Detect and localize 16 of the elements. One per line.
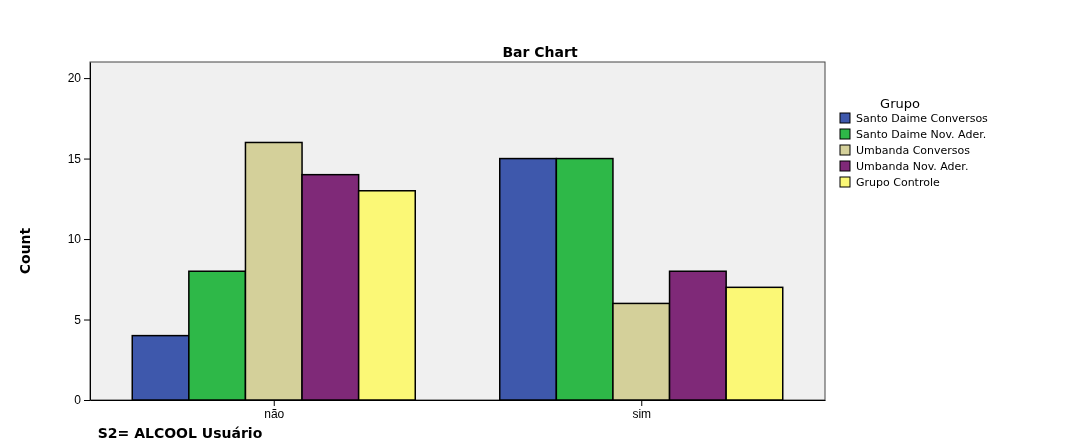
y-tick-label: 20 — [67, 71, 82, 86]
y-tick-label: 5 — [74, 312, 82, 327]
x-tick-label: sim — [632, 406, 652, 421]
legend-title: Grupo — [880, 96, 920, 111]
y-tick-label: 10 — [67, 232, 82, 247]
y-tick-label: 0 — [74, 393, 82, 408]
x-axis-title: S2= ALCOOL Usuário — [97, 425, 263, 441]
legend-label: Santo Daime Conversos — [856, 112, 989, 125]
y-tick-label: 15 — [67, 151, 82, 166]
x-tick-label: não — [264, 406, 285, 421]
chart-title: Bar Chart — [502, 44, 578, 60]
legend-label: Umbanda Nov. Ader. — [856, 160, 969, 173]
y-axis-title: Count — [17, 227, 33, 275]
legend-label: Santo Daime Nov. Ader. — [856, 128, 987, 141]
legend-label: Umbanda Conversos — [856, 144, 971, 157]
legend-label: Grupo Controle — [856, 176, 940, 189]
